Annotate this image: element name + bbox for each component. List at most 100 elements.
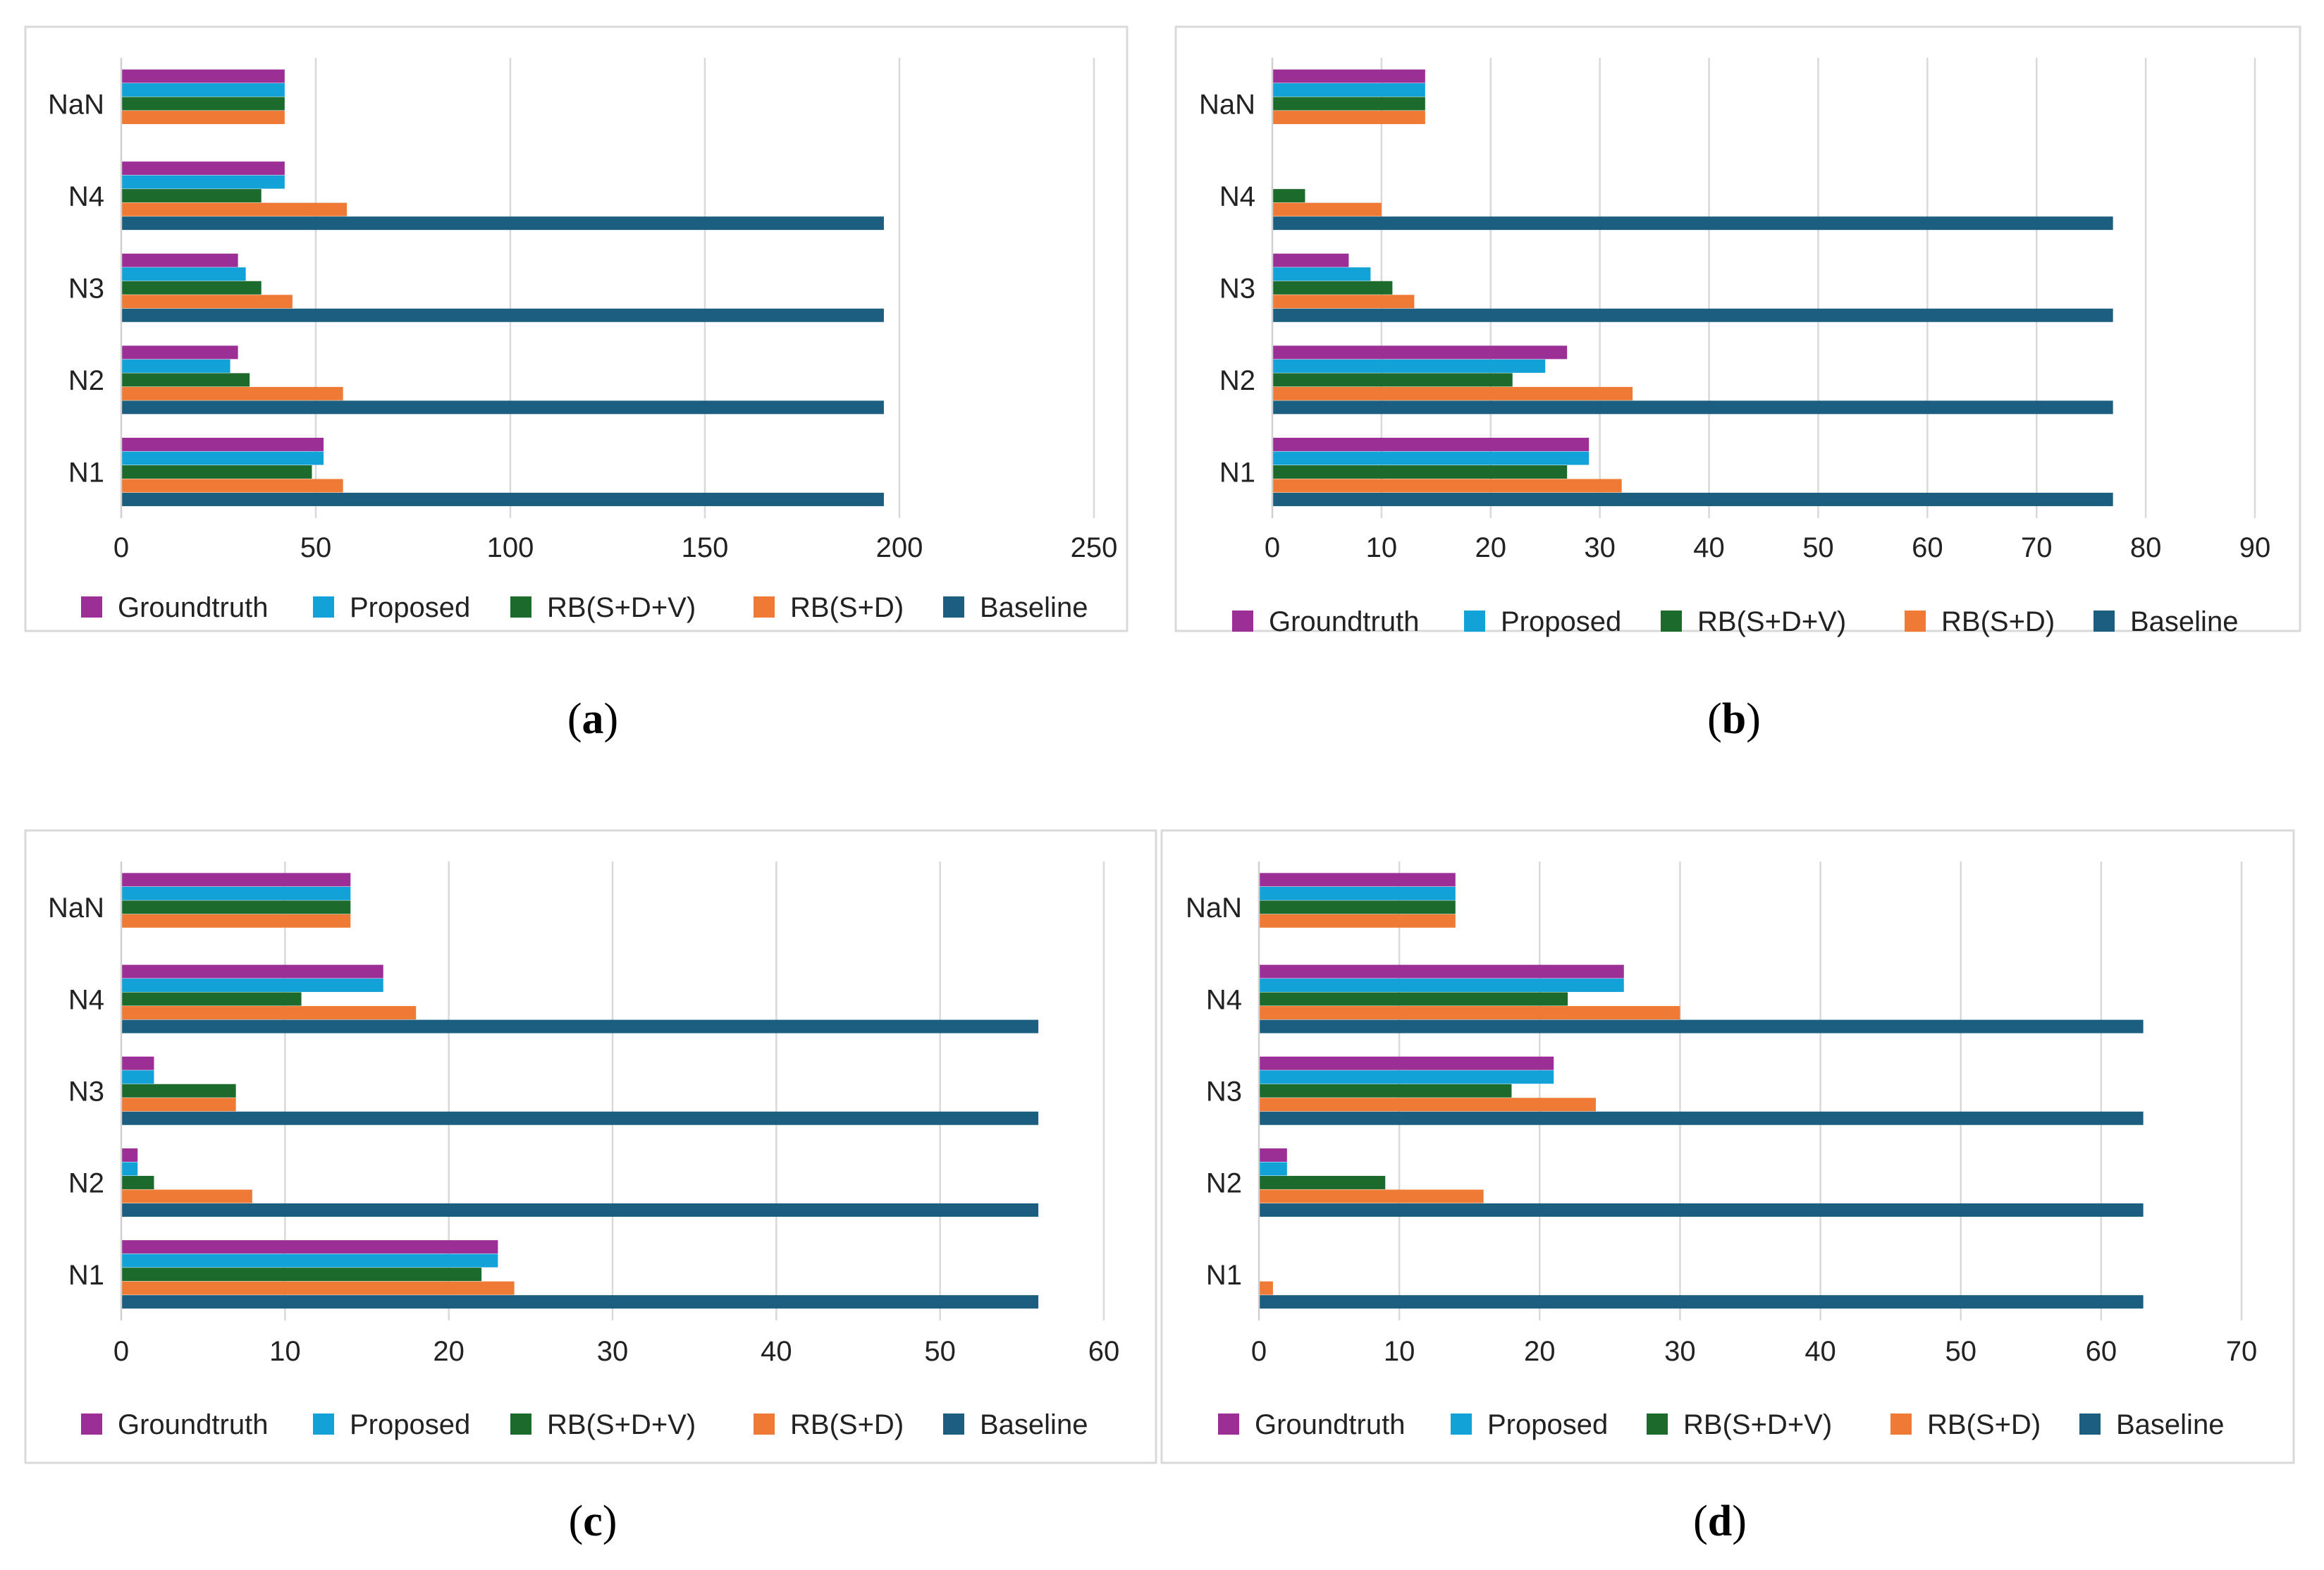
bar xyxy=(1259,1203,2144,1217)
x-tick-label: 50 xyxy=(924,1336,956,1367)
category-label: NaN xyxy=(1186,893,1242,924)
bar xyxy=(1272,83,1425,97)
bar xyxy=(121,479,343,493)
bar xyxy=(1259,1019,2144,1034)
bar xyxy=(1272,111,1425,125)
x-tick-label: 50 xyxy=(1802,532,1834,563)
legend-swatch xyxy=(510,596,531,618)
bar xyxy=(1272,267,1371,281)
caption-b: (b) xyxy=(1707,695,1761,743)
legend-label: Baseline xyxy=(2116,1409,2224,1440)
bar xyxy=(1272,189,1305,203)
bar xyxy=(1259,964,1624,979)
category-label: N2 xyxy=(1206,1168,1242,1199)
x-tick-label: 40 xyxy=(1805,1336,1836,1367)
legend-label: Baseline xyxy=(980,592,1088,623)
category-label: N1 xyxy=(1219,458,1255,489)
legend-label: Baseline xyxy=(980,1409,1088,1440)
category-label: N1 xyxy=(68,458,104,489)
chart-panel-b: 0 10 20 30 40 50 60 70 80 90 NaN N4 N3 N2 N1 Groundtrut… xyxy=(1174,25,2301,637)
legend-swatch xyxy=(943,596,964,618)
bar xyxy=(1272,359,1546,373)
legend-swatch xyxy=(1218,1413,1239,1435)
category-label: N4 xyxy=(68,984,104,1015)
bar xyxy=(121,1084,236,1098)
legend-label: Baseline xyxy=(2130,606,2238,637)
x-tick-label: 250 xyxy=(1071,532,1118,563)
legend-label: Groundtruth xyxy=(118,592,268,623)
legend-swatch xyxy=(313,1413,334,1435)
bar xyxy=(1272,308,2113,322)
x-tick-label: 50 xyxy=(1945,1336,1976,1367)
chart-panel-a: 0 50 100 150 200 250 NaN N4 N3 N2 N1 Groundtruth Pro… xyxy=(24,25,1129,632)
bar xyxy=(121,1175,154,1189)
category-label: NaN xyxy=(48,89,104,120)
x-tick-label: 30 xyxy=(1664,1336,1696,1367)
x-tick-label: 200 xyxy=(876,532,923,563)
bar xyxy=(1259,1162,1287,1176)
x-tick-label: 0 xyxy=(113,1336,129,1367)
legend-swatch xyxy=(81,596,102,618)
bar xyxy=(1259,914,1456,928)
legend-swatch xyxy=(1905,611,1926,632)
chart-frame xyxy=(1160,829,2295,1464)
bar xyxy=(1259,1189,1484,1203)
x-tick-label: 30 xyxy=(597,1336,629,1367)
category-label: N2 xyxy=(1219,365,1255,396)
bar xyxy=(121,400,884,415)
legend-swatch xyxy=(943,1413,964,1435)
bar xyxy=(121,308,884,322)
x-tick-label: 60 xyxy=(1912,532,1943,563)
legend-label: Groundtruth xyxy=(118,1409,268,1440)
x-tick-label: 40 xyxy=(761,1336,792,1367)
category-label: N3 xyxy=(1219,274,1255,305)
bar xyxy=(1259,1070,1554,1084)
bar xyxy=(121,1240,498,1254)
bar xyxy=(1272,451,1590,465)
bar xyxy=(121,202,348,216)
bar xyxy=(1272,400,2113,415)
bar xyxy=(121,873,351,887)
caption-c: (c) xyxy=(568,1497,617,1545)
bar xyxy=(1272,202,1382,216)
legend-label: Proposed xyxy=(350,592,470,623)
x-tick-label: 90 xyxy=(2239,532,2271,563)
bar xyxy=(1272,479,1622,493)
category-label: N4 xyxy=(1219,181,1255,212)
legend-swatch xyxy=(510,1413,531,1435)
bar xyxy=(121,83,285,97)
bar xyxy=(121,1111,1039,1125)
caption-a: (a) xyxy=(567,695,619,743)
legend-swatch xyxy=(2094,611,2115,632)
bar xyxy=(1259,1295,2144,1309)
category-label: N3 xyxy=(68,1077,104,1108)
bar xyxy=(1272,437,1590,451)
bar xyxy=(1259,900,1456,914)
bar xyxy=(121,964,383,979)
x-tick-label: 60 xyxy=(2086,1336,2117,1367)
x-tick-label: 10 xyxy=(1384,1336,1415,1367)
bar xyxy=(1272,465,1568,479)
bar xyxy=(121,979,383,993)
category-label: N1 xyxy=(1206,1260,1242,1291)
chart-frame xyxy=(24,25,1129,632)
bar xyxy=(121,253,238,267)
bar xyxy=(121,97,285,111)
bar xyxy=(1259,992,1568,1006)
bar xyxy=(1272,386,1633,400)
bar xyxy=(121,1070,154,1084)
bar xyxy=(121,1268,482,1282)
bar xyxy=(1259,1084,1512,1098)
bar xyxy=(121,1295,1039,1309)
bar xyxy=(1259,1281,1273,1295)
bar xyxy=(1272,216,2113,231)
x-tick-label: 100 xyxy=(487,532,534,563)
category-label: N4 xyxy=(1206,984,1242,1015)
x-tick-label: 70 xyxy=(2021,532,2053,563)
legend-swatch xyxy=(313,596,334,618)
x-tick-label: 150 xyxy=(682,532,729,563)
x-tick-label: 70 xyxy=(2226,1336,2258,1367)
bar xyxy=(121,281,262,295)
legend-label: RB(S+D) xyxy=(1927,1409,2041,1440)
